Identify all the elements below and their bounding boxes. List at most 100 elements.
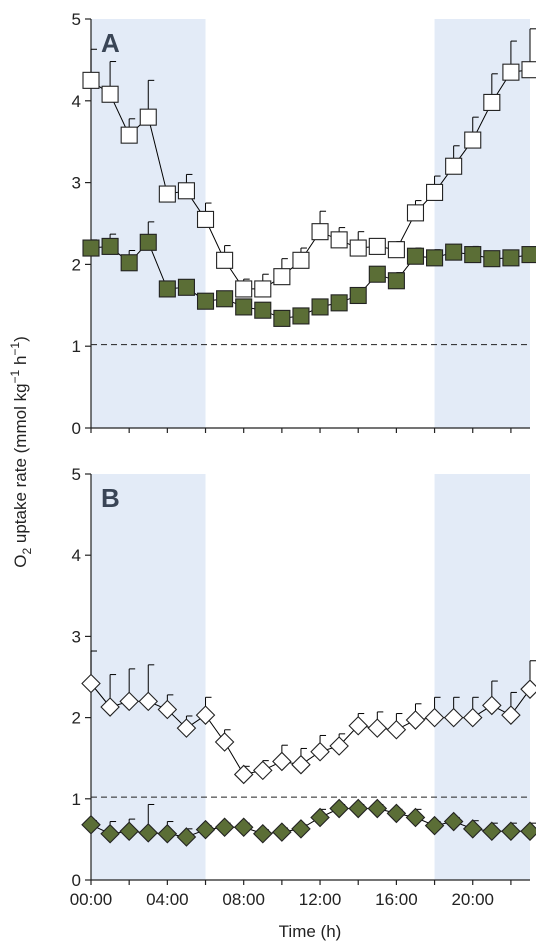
data-point	[386, 803, 407, 824]
data-point	[196, 210, 215, 228]
data-point	[100, 823, 120, 844]
data-point	[443, 811, 464, 832]
data-point	[501, 705, 521, 725]
data-point	[387, 241, 405, 259]
data-point	[330, 294, 348, 312]
data-point	[157, 699, 178, 720]
data-point	[502, 63, 520, 81]
data-point	[119, 691, 139, 712]
data-point	[101, 237, 119, 255]
data-point	[253, 760, 273, 781]
x-tick-label: 00:00	[70, 890, 113, 909]
data-point	[406, 204, 425, 222]
data-point	[520, 821, 536, 842]
data-point	[482, 821, 502, 842]
data-point	[272, 751, 292, 772]
data-point	[120, 126, 138, 144]
x-tick-label: 04:00	[146, 890, 189, 909]
data-point	[138, 823, 159, 843]
series-filled-diamond	[81, 798, 536, 847]
data-point	[254, 280, 272, 298]
data-point	[482, 695, 502, 716]
data-point	[216, 290, 234, 308]
data-point	[445, 243, 463, 261]
data-point	[483, 250, 501, 268]
data-point	[101, 85, 119, 103]
data-point	[100, 697, 120, 717]
data-point	[81, 673, 101, 694]
y-tick-label: 2	[72, 709, 81, 728]
data-point	[443, 707, 464, 728]
data-point	[291, 754, 311, 775]
data-point	[195, 705, 216, 725]
data-point	[424, 707, 445, 728]
y-tick-label: 0	[72, 871, 81, 890]
data-point	[176, 827, 197, 847]
data-point	[196, 292, 215, 310]
data-point	[158, 185, 176, 203]
data-point	[311, 223, 329, 241]
data-point	[311, 298, 329, 316]
data-point	[82, 239, 100, 257]
data-point	[368, 265, 386, 283]
data-point	[348, 798, 368, 819]
y-tick-label: 3	[72, 627, 81, 646]
data-point	[426, 249, 444, 267]
data-point	[272, 822, 292, 842]
data-point	[501, 821, 521, 842]
data-point	[254, 301, 272, 319]
x-tick-label: 16:00	[375, 890, 418, 909]
y-tick-label: 1	[72, 337, 81, 356]
data-point	[464, 131, 482, 149]
data-point	[387, 272, 405, 290]
data-point	[349, 286, 367, 305]
x-tick-label: 20:00	[451, 890, 494, 909]
y-tick-label: 3	[72, 174, 81, 193]
data-point	[310, 741, 330, 762]
data-point	[502, 249, 520, 267]
data-point	[235, 280, 253, 298]
data-point	[462, 707, 483, 728]
data-point	[291, 819, 311, 839]
data-point	[139, 233, 157, 251]
data-point	[158, 280, 176, 298]
data-point	[253, 823, 273, 844]
data-point	[139, 108, 157, 126]
data-point	[214, 817, 235, 837]
data-point	[292, 307, 310, 325]
data-point	[521, 246, 536, 264]
y-tick-label: 2	[72, 255, 81, 274]
data-point	[424, 815, 445, 836]
data-point	[138, 691, 159, 712]
x-axis-label: Time (h)	[279, 922, 342, 941]
data-point	[292, 251, 310, 269]
data-point	[273, 309, 291, 327]
y-tick-label: 4	[72, 92, 81, 111]
data-point	[386, 720, 407, 740]
night-shading-1	[434, 474, 530, 880]
data-point	[235, 298, 253, 316]
x-tick-label: 08:00	[222, 890, 265, 909]
data-point	[329, 736, 349, 756]
data-point	[157, 823, 178, 844]
data-point	[214, 732, 235, 752]
data-point	[367, 718, 388, 738]
panel-b: 0 1 2 3 4 5 00:00 04:00 08:00 12:00 16:00 20:00 B	[70, 465, 536, 909]
data-point	[520, 679, 536, 699]
y-tick-label: 5	[72, 465, 81, 484]
y-tick-label: 1	[72, 790, 81, 809]
data-point	[349, 239, 367, 257]
panel-label: B	[101, 483, 120, 513]
y-tick-label: 5	[72, 10, 81, 29]
panel-label: A	[101, 28, 120, 58]
night-shading-1	[434, 19, 530, 428]
series-open-square	[82, 28, 536, 298]
data-point	[348, 715, 368, 736]
data-point	[367, 798, 388, 819]
data-point	[119, 821, 139, 842]
data-point	[233, 817, 254, 837]
data-point	[405, 710, 426, 730]
data-point	[330, 231, 348, 249]
data-point	[405, 807, 426, 828]
